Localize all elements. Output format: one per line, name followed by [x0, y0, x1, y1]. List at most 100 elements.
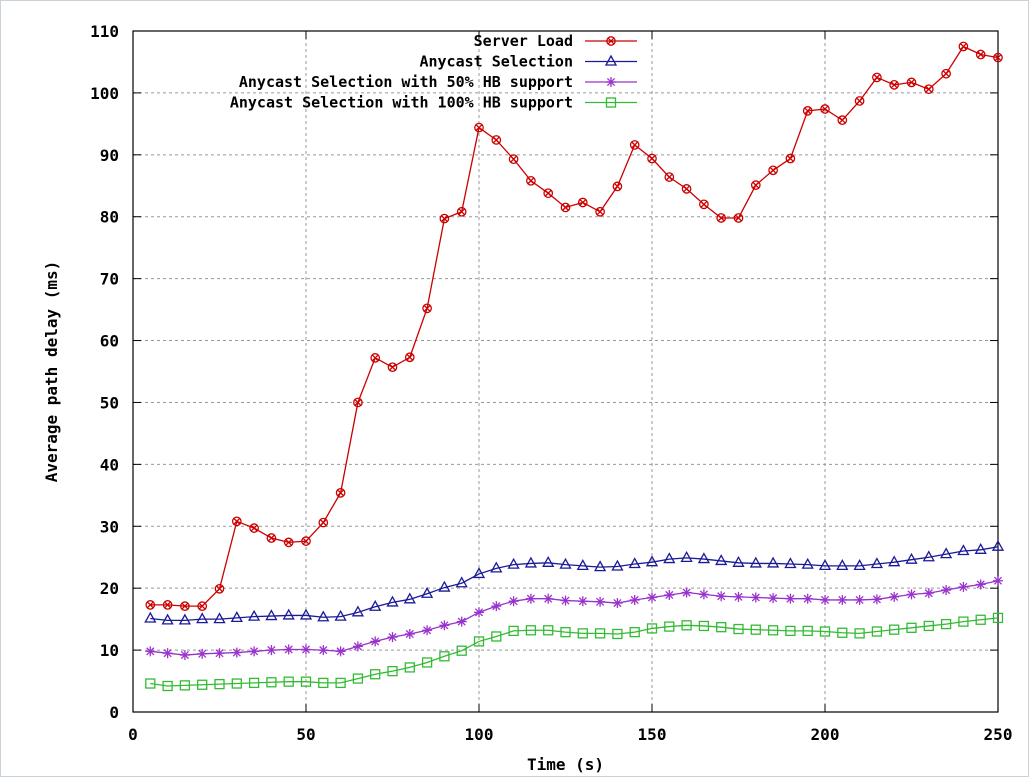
data-point [439, 213, 450, 224]
data-point [369, 599, 382, 611]
data-point [178, 613, 192, 625]
legend-label: Server Load [474, 32, 573, 50]
legend-item: Anycast Selection with 100% HB support [230, 94, 637, 112]
y-tick-label: 110 [90, 22, 119, 41]
data-point [922, 550, 935, 562]
data-point [560, 595, 571, 606]
data-point [939, 547, 953, 559]
data-point [819, 626, 831, 637]
legend-item: Anycast Selection with 50% HB support [239, 73, 637, 91]
legend-item: Server Load [474, 32, 637, 50]
data-point [923, 84, 934, 95]
data-point [351, 605, 365, 617]
data-point [784, 557, 797, 569]
data-point [785, 625, 796, 637]
data-point [213, 612, 226, 624]
data-point [318, 677, 329, 689]
data-point [179, 650, 190, 661]
data-point [612, 181, 623, 192]
data-point [871, 626, 883, 637]
legend-label: Anycast Selection with 100% HB support [230, 94, 573, 112]
data-point [560, 626, 571, 638]
series-3 [145, 575, 1003, 661]
data-point [491, 601, 502, 612]
data-point [473, 636, 485, 647]
data-point [525, 593, 536, 604]
x-tick-label: 100 [465, 725, 494, 744]
data-point [439, 651, 450, 662]
y-axis-label: Average path delay (ms) [42, 261, 61, 483]
data-point [732, 555, 745, 567]
data-point [647, 153, 657, 164]
data-point [214, 583, 225, 594]
data-point [231, 678, 242, 689]
data-point [472, 567, 486, 579]
data-point [404, 662, 415, 673]
data-point [230, 611, 243, 623]
data-point [179, 680, 191, 691]
data-point [854, 594, 865, 605]
data-point [766, 556, 780, 568]
data-point [664, 621, 675, 632]
data-point [543, 593, 554, 604]
data-point [370, 636, 381, 647]
data-point [334, 609, 347, 621]
legend-label: Anycast Selection [419, 53, 573, 71]
data-point [802, 106, 813, 116]
data-point [871, 594, 882, 605]
data-point [490, 561, 503, 573]
data-point [820, 594, 830, 605]
data-point [889, 80, 900, 90]
data-point [577, 596, 588, 607]
data-point [387, 665, 398, 677]
data-point [508, 625, 519, 637]
data-point [628, 557, 641, 569]
data-point [196, 612, 209, 624]
data-point [524, 556, 538, 568]
data-point [889, 591, 900, 602]
data-point [491, 631, 502, 642]
y-tick-label: 10 [100, 641, 119, 660]
data-point [906, 77, 917, 88]
data-point [542, 555, 555, 567]
data-point [353, 397, 363, 408]
y-tick-label: 20 [100, 579, 119, 598]
data-point [629, 594, 640, 605]
data-point [593, 560, 607, 572]
data-point [508, 154, 519, 165]
data-point [785, 153, 796, 164]
data-point [854, 96, 865, 106]
data-point [474, 122, 484, 133]
series-1 [145, 41, 1003, 611]
data-point [162, 680, 173, 692]
data-point [958, 616, 969, 627]
data-point [836, 559, 849, 571]
data-point [559, 557, 572, 569]
data-point [975, 49, 986, 60]
data-point [957, 544, 970, 556]
legend-label: Anycast Selection with 50% HB support [239, 73, 573, 91]
data-point [197, 679, 208, 690]
data-point [162, 600, 173, 610]
data-point [508, 596, 519, 607]
data-point [716, 591, 727, 602]
data-point [161, 613, 174, 625]
data-point [733, 623, 744, 635]
legend-marker [605, 97, 617, 108]
data-point [144, 611, 157, 623]
data-point [456, 616, 467, 627]
data-point [456, 645, 467, 656]
data-point [716, 622, 727, 633]
data-point [853, 559, 866, 571]
data-point [767, 625, 779, 636]
series-line [150, 546, 999, 622]
data-point [905, 552, 918, 564]
series-line [150, 580, 999, 656]
data-point [681, 587, 692, 598]
series-2 [144, 539, 1005, 625]
data-point [560, 202, 571, 213]
data-point [247, 609, 261, 621]
data-point [526, 175, 536, 186]
data-point [888, 555, 901, 567]
data-point [974, 542, 987, 554]
